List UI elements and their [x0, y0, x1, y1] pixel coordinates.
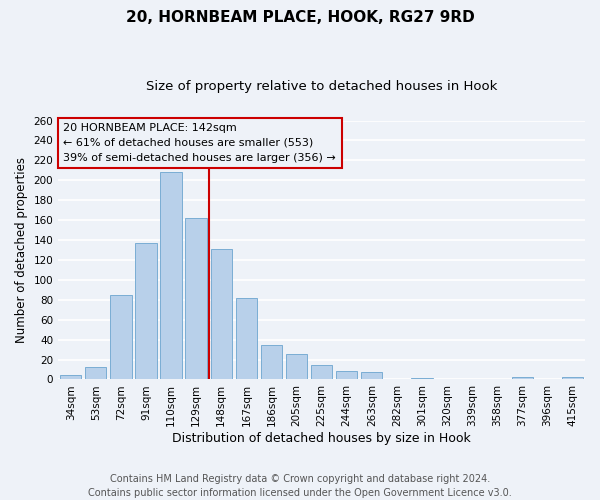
- Bar: [361, 372, 382, 380]
- Bar: [261, 344, 282, 380]
- Bar: [411, 378, 433, 380]
- Bar: [236, 298, 257, 380]
- Bar: [185, 218, 207, 380]
- Bar: [286, 354, 307, 380]
- Bar: [562, 378, 583, 380]
- Text: 20, HORNBEAM PLACE, HOOK, RG27 9RD: 20, HORNBEAM PLACE, HOOK, RG27 9RD: [125, 10, 475, 25]
- Title: Size of property relative to detached houses in Hook: Size of property relative to detached ho…: [146, 80, 497, 93]
- Text: 20 HORNBEAM PLACE: 142sqm
← 61% of detached houses are smaller (553)
39% of semi: 20 HORNBEAM PLACE: 142sqm ← 61% of detac…: [64, 123, 336, 162]
- Bar: [60, 376, 82, 380]
- Bar: [85, 366, 106, 380]
- Bar: [110, 295, 131, 380]
- Bar: [211, 249, 232, 380]
- Bar: [160, 172, 182, 380]
- X-axis label: Distribution of detached houses by size in Hook: Distribution of detached houses by size …: [172, 432, 471, 445]
- Text: Contains HM Land Registry data © Crown copyright and database right 2024.
Contai: Contains HM Land Registry data © Crown c…: [88, 474, 512, 498]
- Bar: [311, 364, 332, 380]
- Y-axis label: Number of detached properties: Number of detached properties: [15, 157, 28, 343]
- Bar: [512, 378, 533, 380]
- Bar: [336, 372, 358, 380]
- Bar: [136, 243, 157, 380]
